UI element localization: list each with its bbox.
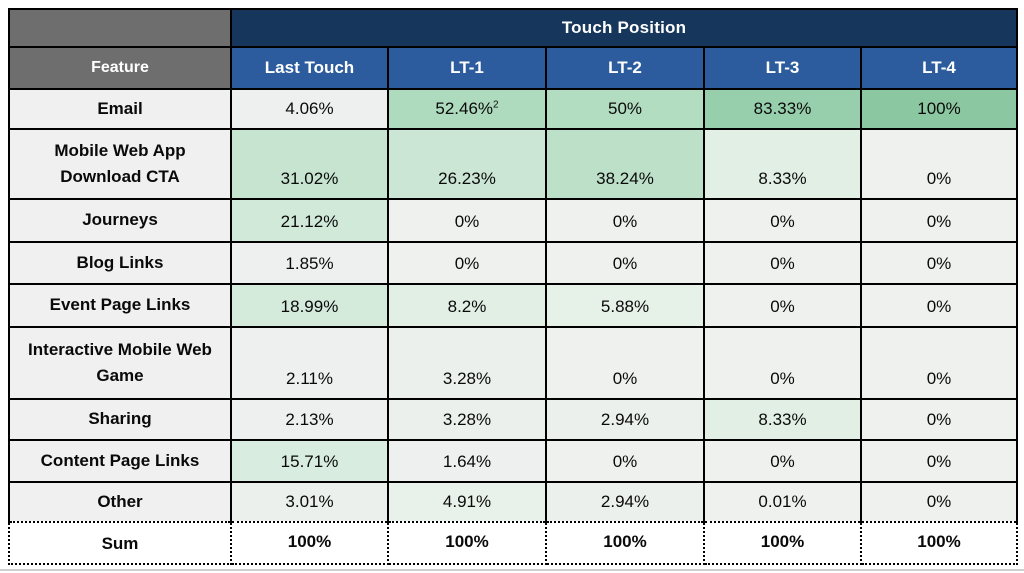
- feature-label: Interactive Mobile Web Game: [8, 326, 232, 400]
- value-cell: 0%: [545, 439, 705, 483]
- table-row: Journeys 21.12% 0% 0% 0% 0%: [8, 198, 1019, 243]
- value-cell: 50%: [545, 88, 705, 130]
- column-header-lt3: LT-3: [703, 46, 862, 90]
- value-cell: 0%: [703, 198, 862, 243]
- table-row: Blog Links 1.85% 0% 0% 0% 0%: [8, 241, 1019, 285]
- sum-row: Sum 100% 100% 100% 100% 100%: [8, 521, 1019, 565]
- sum-label: Sum: [8, 521, 232, 565]
- value-cell: 2.94%: [545, 398, 705, 441]
- value-cell: 8.33%: [703, 128, 862, 200]
- table-row: Email 4.06% 52.46%2 50% 83.33% 100%: [8, 88, 1019, 130]
- value-cell: 0%: [859, 198, 1019, 243]
- value-cell: 0%: [859, 398, 1019, 441]
- value-cell: 2.13%: [230, 398, 389, 441]
- feature-label: Email: [8, 88, 232, 130]
- value-cell: 5.88%: [545, 283, 705, 328]
- value-cell: 0%: [859, 326, 1019, 400]
- value-cell: 0%: [545, 198, 705, 243]
- value-cell: 1.85%: [230, 241, 389, 285]
- value-cell: 15.71%: [230, 439, 389, 483]
- value-cell: 21.12%: [230, 198, 389, 243]
- value-cell: 0%: [703, 283, 862, 328]
- value-cell: 26.23%: [387, 128, 547, 200]
- table-row: Event Page Links 18.99% 8.2% 5.88% 0% 0%: [8, 283, 1019, 328]
- value-cell: 83.33%: [703, 88, 862, 130]
- value-cell: 0%: [703, 241, 862, 285]
- feature-label: Mobile Web App Download CTA: [8, 128, 232, 200]
- sum-value-cell: 100%: [859, 521, 1019, 565]
- sum-value-cell: 100%: [230, 521, 389, 565]
- sum-value-cell: 100%: [545, 521, 705, 565]
- value-cell: 3.01%: [230, 481, 389, 523]
- table-row: Other 3.01% 4.91% 2.94% 0.01% 0%: [8, 481, 1019, 523]
- feature-column-header: Feature: [8, 46, 232, 90]
- header-row: Feature Last Touch LT-1 LT-2 LT-3 LT-4: [8, 46, 1019, 90]
- value-cell: 18.99%: [230, 283, 389, 328]
- value-cell: 0%: [859, 283, 1019, 328]
- feature-label: Content Page Links: [8, 439, 232, 483]
- value-cell: 31.02%: [230, 128, 389, 200]
- column-header-lt2: LT-2: [545, 46, 705, 90]
- touch-position-table: Touch Position Feature Last Touch LT-1 L…: [8, 8, 1019, 565]
- column-header-lt1: LT-1: [387, 46, 547, 90]
- value-cell: 2.94%: [545, 481, 705, 523]
- feature-label: Journeys: [8, 198, 232, 243]
- column-header-lt4: LT-4: [859, 46, 1019, 90]
- feature-label: Event Page Links: [8, 283, 232, 328]
- table-row: Sharing 2.13% 3.28% 2.94% 8.33% 0%: [8, 398, 1019, 441]
- sum-value-cell: 100%: [703, 521, 862, 565]
- value-cell: 4.06%: [230, 88, 389, 130]
- value-cell: 8.33%: [703, 398, 862, 441]
- table-row: Interactive Mobile Web Game 2.11% 3.28% 0% 0…: [8, 326, 1019, 400]
- value-cell: 0%: [859, 128, 1019, 200]
- value-cell: 0%: [859, 439, 1019, 483]
- value-cell: 1.64%: [387, 439, 547, 483]
- value-cell: 3.28%: [387, 398, 547, 441]
- corner-cell: [8, 8, 232, 48]
- value-cell: 3.28%: [387, 326, 547, 400]
- table-row: Content Page Links 15.71% 1.64% 0% 0% 0%: [8, 439, 1019, 483]
- feature-label: Other: [8, 481, 232, 523]
- value-cell: 4.91%: [387, 481, 547, 523]
- value-cell: 38.24%: [545, 128, 705, 200]
- feature-label: Blog Links: [8, 241, 232, 285]
- value-cell: 0%: [387, 198, 547, 243]
- value-cell: 100%: [859, 88, 1019, 130]
- table-title: Touch Position: [229, 8, 1019, 48]
- feature-label: Sharing: [8, 398, 232, 441]
- value-cell: 0%: [859, 481, 1019, 523]
- value-cell: 52.46%2: [387, 88, 547, 130]
- sum-value-cell: 100%: [387, 521, 547, 565]
- value-cell: 0%: [703, 326, 862, 400]
- value-cell: 0%: [545, 241, 705, 285]
- banner-row: Touch Position: [8, 8, 1019, 48]
- value-cell: 8.2%: [387, 283, 547, 328]
- table-row: Mobile Web App Download CTA 31.02% 26.23% 3…: [8, 128, 1019, 200]
- value-cell: 0%: [703, 439, 862, 483]
- value-cell: 2.11%: [230, 326, 389, 400]
- table-bottom-shadow: [0, 569, 1024, 571]
- footnote-marker: 2: [493, 99, 499, 111]
- value-cell: 0%: [859, 241, 1019, 285]
- value-cell: 0%: [545, 326, 705, 400]
- column-header-last-touch: Last Touch: [230, 46, 389, 90]
- value-cell: 0%: [387, 241, 547, 285]
- value-cell: 0.01%: [703, 481, 862, 523]
